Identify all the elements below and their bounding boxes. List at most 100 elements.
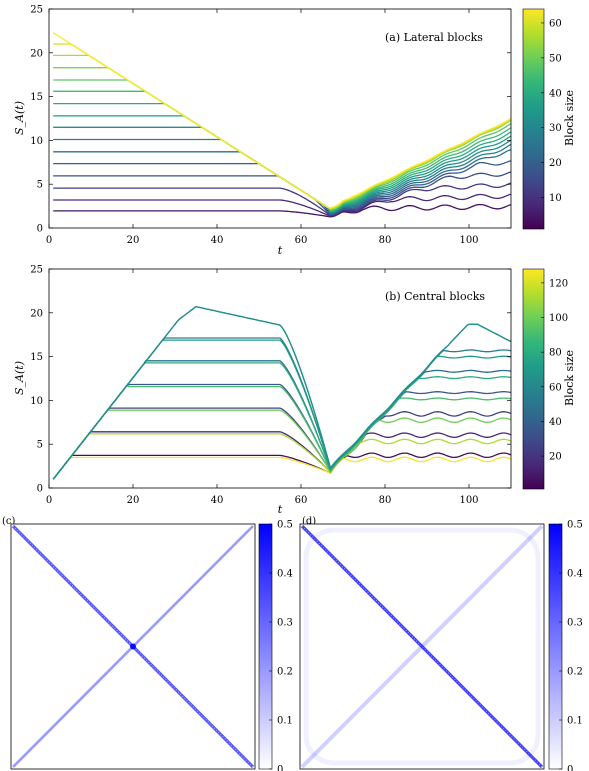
panel-b-colorbar-tick-label: 40 [549,417,562,428]
0-xtick-label: 40 [211,235,224,246]
panel-a-colorbar-ticks: 10 20 30 40 50 60 [541,18,562,204]
panel-a-annotation: (a) Lateral blocks [385,31,483,44]
panel-c-colorbar-tick-label: 0.5 [277,520,293,531]
panel-c-colorbar [258,523,273,770]
panel-a-ylabel: S_A(t) [13,101,26,135]
0-xtick-label: 100 [459,235,478,246]
panel-b-colorbar-tick-label: 100 [549,313,568,324]
panel-c-center-peak [130,643,136,650]
panel-d-colorbar-ticks: 0 0.1 0.2 0.3 0.4 0.5 [559,520,583,771]
panel-a-series-line [53,193,512,217]
panel-a-colorbar-tick-label: 60 [549,18,562,29]
panel-a-series-line [53,79,512,211]
panel-a-frame [48,8,512,229]
panel-b-series-line [52,452,512,480]
0-ytick-label: 15 [30,92,43,103]
1-ytick-label: 5 [37,440,43,451]
1-xtick-label: 80 [379,495,392,506]
panel-a-series-line [53,43,512,209]
panel-d-heatmap [300,524,544,769]
panel-d-colorbar-tick-label: 0.1 [567,716,583,727]
panel-b-colorbar-label: Block size [563,350,576,406]
panel-b-colorbar-tick-label: 80 [549,348,562,359]
panel-b-series-line [52,456,512,480]
panel-a-colorbar-tick-label: 20 [549,158,562,169]
panel-b-series-line [52,383,512,480]
panel-d-anti-diagonal [300,524,544,769]
panel-b-series-line [52,407,512,480]
panel-c-label: (c) [2,516,16,527]
panel-a-series-line [53,182,512,217]
0-xtick-label: 60 [295,235,308,246]
panel-b-xlabel: t [278,503,283,516]
1-ytick-label: 25 [30,265,43,276]
panel-d-label: (d) [302,516,316,527]
panel-d-main-diagonal [300,524,544,769]
panel-c-colorbar-ticks: 0 0.1 0.2 0.3 0.4 0.5 [269,520,293,771]
panel-d-colorbar-tick-label: 0.2 [567,667,583,678]
panel-a-axes: 0 20 40 60 80 100 0 5 10 15 20 25 [30,5,511,246]
0-ytick-label: 5 [37,180,43,191]
panel-b-series-line [52,433,512,480]
panel-c-colorbar-tick-label: 0 [277,765,283,771]
panel-c-colorbar-tick-label: 0.2 [277,667,293,678]
panel-b-colorbar-tick-label: 20 [549,452,562,463]
0-xtick-label: 80 [379,235,392,246]
panel-a-series-line [53,90,512,212]
panel-b-series-line [52,362,512,480]
panel-a-series [52,32,512,218]
panel-d-colorbar [548,523,563,770]
panel-b-colorbar-ticks: 20 40 60 80 100 120 [541,278,568,463]
0-ytick-label: 10 [30,136,43,147]
panel-a-series-line [52,32,512,209]
1-xtick-label: 40 [211,495,224,506]
0-xtick-label: 0 [46,235,52,246]
1-ytick-label: 10 [30,396,43,407]
panel-b-series-line [52,360,512,480]
panel-c: (c) 0 0.1 0.2 0.3 0.4 0.5 [2,516,293,771]
panel-a-xlabel: t [278,244,283,257]
panel-b-colorbar-tick-label: 120 [549,278,568,289]
panel-b-series-line [52,306,512,480]
panel-a-colorbar-label: Block size [563,90,576,146]
panel-b-colorbar [522,268,545,490]
panel-a-colorbar-tick-label: 40 [549,88,562,99]
1-xtick-label: 20 [127,495,140,506]
panel-b-series-line [52,431,512,480]
0-ytick-label: 0 [37,224,43,235]
panel-d-colorbar-tick-label: 0.4 [567,569,583,580]
panel-b-ylabel: S_A(t) [13,361,26,395]
panel-a-colorbar [522,8,545,230]
panel-d-colorbar-tick-label: 0.5 [567,520,583,531]
1-ytick-label: 20 [30,308,43,319]
panel-c-heatmap [11,524,255,769]
1-xtick-label: 100 [459,495,478,506]
panel-d: (d) 0 0.1 0.2 0.3 0.4 0.5 [299,516,583,771]
panel-b-series-line [52,384,512,480]
panel-b-axes: 0 20 40 60 80 100 0 5 10 15 20 25 [30,265,511,506]
1-ytick-label: 0 [37,484,43,495]
panel-a: 0 20 40 60 80 100 0 5 10 15 20 25 (a) Lateral block… [13,5,576,258]
panel-b-series-line [52,409,512,480]
panel-d-corner-frame [303,527,541,766]
panel-b-annotation: (b) Central blocks [385,290,485,303]
0-ytick-label: 25 [30,5,43,16]
panel-d-colorbar-tick-label: 0 [567,765,573,771]
panel-c-colorbar-tick-label: 0.3 [277,618,293,629]
0-ytick-label: 20 [30,48,43,59]
panel-a-series-line [53,203,512,218]
1-xtick-label: 0 [46,495,52,506]
panel-a-colorbar-tick-label: 30 [549,123,562,134]
1-xtick-label: 60 [295,495,308,506]
panel-b-series [52,306,512,480]
panel-a-series-line [53,102,512,212]
panel-c-colorbar-tick-label: 0.4 [277,569,293,580]
panel-a-colorbar-tick-label: 50 [549,53,562,64]
panel-d-colorbar-tick-label: 0.3 [567,618,583,629]
0-xtick-label: 20 [127,235,140,246]
panel-b-frame [48,268,512,489]
panel-b: 0 20 40 60 80 100 0 5 10 15 20 25 (b) Central block… [13,265,576,517]
panel-a-colorbar-tick-label: 10 [549,193,562,204]
1-ytick-label: 15 [30,352,43,363]
